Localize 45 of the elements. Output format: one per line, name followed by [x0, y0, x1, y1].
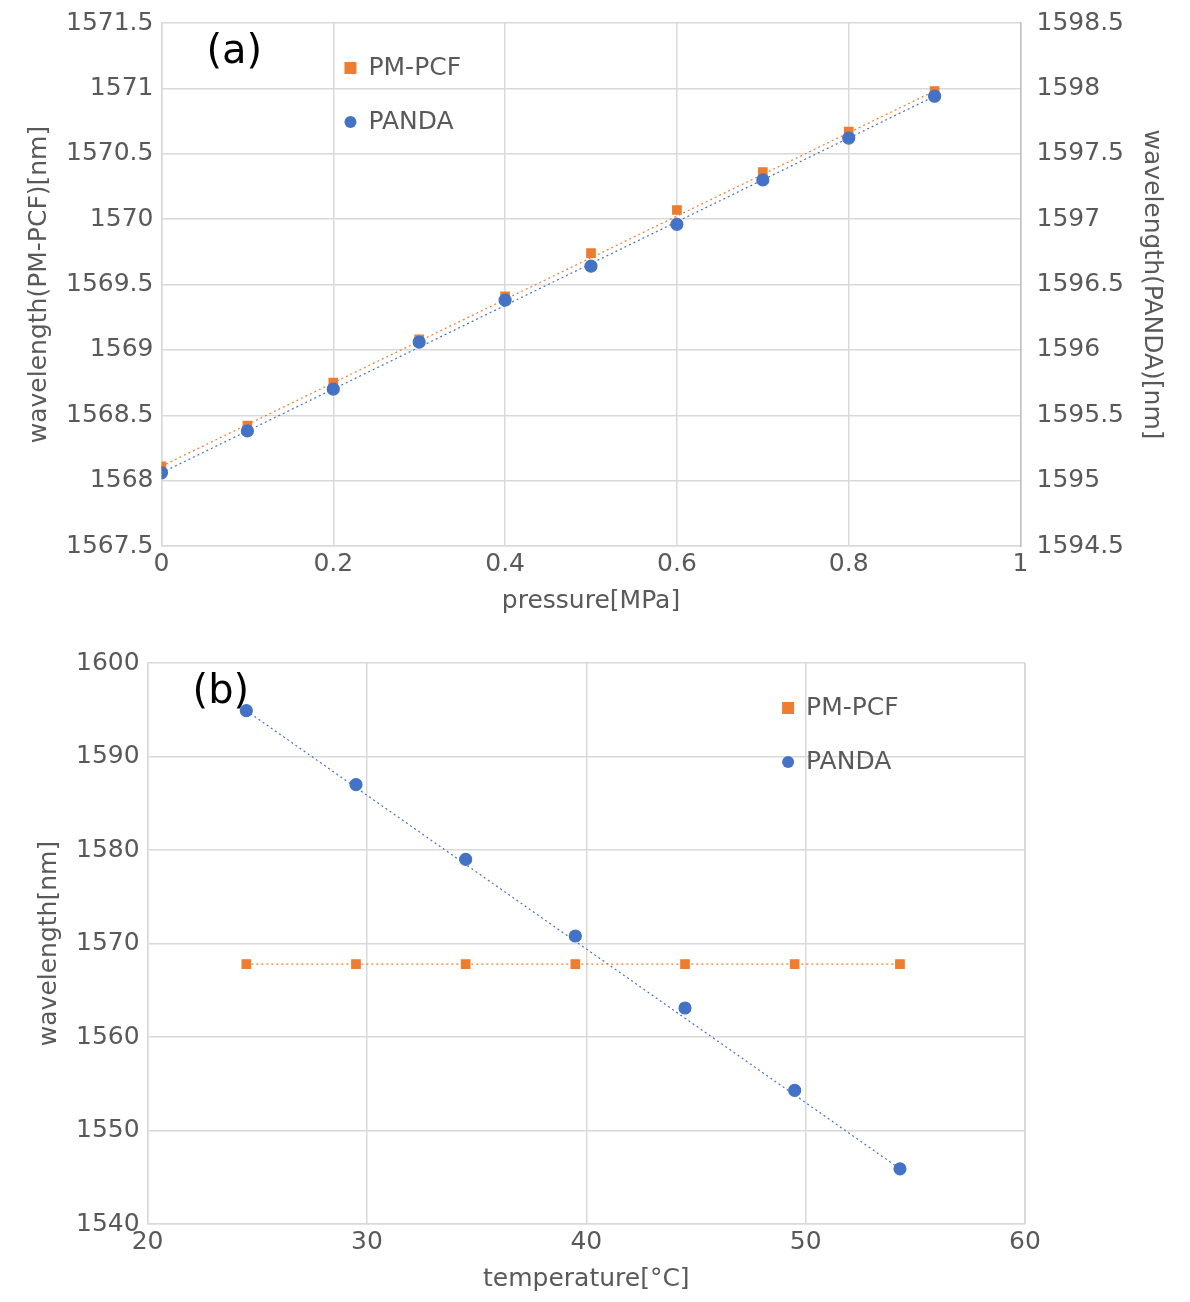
y-tick-label: 1570.5: [65, 137, 154, 167]
x-tick-label: 60: [1009, 1225, 1041, 1255]
x-tick-label: 0: [153, 547, 170, 577]
y-tick-label: 1567.5: [65, 529, 154, 559]
x-tick-label: 40: [570, 1225, 603, 1255]
x-tick-label: 50: [789, 1225, 822, 1255]
y-tick-label: 1571.5: [65, 6, 154, 36]
y-tick-label: 1580: [76, 833, 140, 863]
y2-tick-label: 1596.5: [1036, 268, 1125, 297]
y2-tick-label: 1598: [1036, 71, 1101, 101]
y2-axis-title: wavelength(PANDA)[nm]: [1138, 129, 1168, 440]
y-tick-label: 1590: [76, 740, 140, 769]
y-tick-label: 1569: [89, 333, 154, 363]
y-tick-label: 1571: [89, 71, 154, 101]
legend-label: PM-PCF: [368, 51, 462, 81]
legend-label: PANDA: [368, 105, 454, 135]
y-tick-label: 1568.5: [65, 398, 154, 428]
y-tick-label: 1550: [76, 1114, 140, 1143]
y-axis-title: wavelength(PM-PCF)[nm]: [22, 125, 52, 444]
y2-tick-label: 1596: [1036, 333, 1101, 363]
x-tick-label: 0.4: [485, 547, 525, 577]
x-tick-label: 0.6: [657, 547, 697, 577]
y2-tick-label: 1595: [1036, 464, 1101, 494]
annotation: (b): [192, 666, 250, 713]
y-axis-title: wavelength[nm]: [32, 840, 62, 1047]
y-tick-label: 1568: [89, 464, 154, 494]
legend-label: PM-PCF: [806, 691, 899, 721]
y2-tick-label: 1597.5: [1036, 137, 1125, 167]
x-tick-label: 30: [351, 1225, 383, 1255]
legend-label: PANDA: [806, 745, 892, 775]
y-tick-label: 1570: [89, 202, 154, 232]
y2-tick-label: 1594.5: [1036, 529, 1125, 559]
annotation: (a): [206, 26, 263, 73]
x-tick-label: 0.8: [828, 547, 869, 577]
y2-tick-label: 1597: [1036, 202, 1101, 232]
x-axis-title: temperature[°C]: [483, 1262, 690, 1292]
x-tick-label: 1: [1012, 547, 1029, 577]
y-tick-label: 1600: [76, 646, 140, 676]
y2-tick-label: 1595.5: [1036, 398, 1125, 428]
y-tick-label: 1560: [76, 1020, 140, 1050]
y2-tick-label: 1598.5: [1036, 6, 1125, 36]
y-tick-label: 1569.5: [65, 268, 154, 297]
x-tick-label: 0.2: [313, 547, 354, 577]
y-tick-label: 1570: [76, 927, 140, 956]
x-axis-title: pressure[MPa]: [501, 584, 681, 614]
